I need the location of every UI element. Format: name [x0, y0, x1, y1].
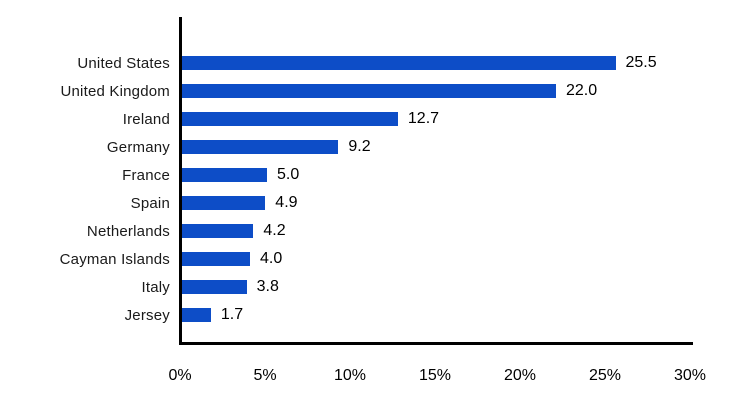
value-label: 4.9 — [275, 194, 298, 211]
x-tick-label: 10% — [333, 367, 367, 384]
bar — [182, 280, 247, 294]
x-tick-label: 0% — [168, 367, 192, 384]
category-label: Cayman Islands — [59, 250, 170, 268]
bar-rows: United States 25.5 United Kingdom 22.0 I… — [0, 49, 732, 329]
bar — [182, 308, 211, 322]
bar-row: United Kingdom 22.0 — [0, 77, 732, 105]
x-axis-ticks: 0% 5% 10% 15% 20% 25% 30% — [0, 367, 732, 389]
bar-row: Cayman Islands 4.0 — [0, 245, 732, 273]
bar-track: 25.5 — [182, 49, 732, 77]
bar — [182, 168, 267, 182]
value-label: 4.0 — [260, 250, 283, 267]
category-label: Jersey — [124, 306, 170, 324]
bar — [182, 196, 266, 210]
category-label: Netherlands — [86, 222, 170, 240]
bar-row: Ireland 12.7 — [0, 105, 732, 133]
category-label: Spain — [130, 194, 170, 212]
category-label: Italy — [141, 278, 170, 296]
bar — [182, 112, 398, 126]
value-label: 3.8 — [256, 278, 279, 295]
bar-row: United States 25.5 — [0, 49, 732, 77]
bar-row: France 5.0 — [0, 161, 732, 189]
bar-track: 4.2 — [182, 217, 732, 245]
category-label: Germany — [106, 138, 170, 156]
category-label: Ireland — [122, 110, 170, 128]
bar-track: 5.0 — [182, 161, 732, 189]
value-label: 5.0 — [277, 166, 300, 183]
category-label: France — [122, 166, 170, 184]
value-label: 9.2 — [348, 138, 371, 155]
bar-row: Spain 4.9 — [0, 189, 732, 217]
x-tick-label: 15% — [418, 367, 452, 384]
bar-track: 1.7 — [182, 301, 732, 329]
value-label: 25.5 — [625, 54, 657, 71]
bar — [182, 140, 339, 154]
value-label: 1.7 — [220, 306, 244, 323]
bar-track: 9.2 — [182, 133, 732, 161]
value-label: 4.2 — [263, 222, 286, 239]
bar-track: 4.0 — [182, 245, 732, 273]
x-axis-line — [179, 342, 693, 345]
category-label: United States — [77, 54, 170, 72]
bar-row: Netherlands 4.2 — [0, 217, 732, 245]
x-tick-label: 5% — [253, 367, 277, 384]
bar — [182, 84, 556, 98]
y-axis-line — [179, 17, 182, 345]
bar-row: Jersey 1.7 — [0, 301, 732, 329]
value-label: 12.7 — [407, 110, 440, 127]
bar — [182, 224, 254, 238]
category-label: United Kingdom — [60, 82, 170, 100]
bar-track: 3.8 — [182, 273, 732, 301]
x-tick-label: 20% — [503, 367, 537, 384]
bar-track: 4.9 — [182, 189, 732, 217]
bar-row: Italy 3.8 — [0, 273, 732, 301]
bar — [182, 56, 616, 70]
bar-track: 12.7 — [182, 105, 732, 133]
bar-row: Germany 9.2 — [0, 133, 732, 161]
x-tick-label: 30% — [673, 367, 707, 384]
bar — [182, 252, 250, 266]
bar-track: 22.0 — [182, 77, 732, 105]
value-label: 22.0 — [566, 82, 598, 99]
x-tick-label: 25% — [588, 367, 622, 384]
